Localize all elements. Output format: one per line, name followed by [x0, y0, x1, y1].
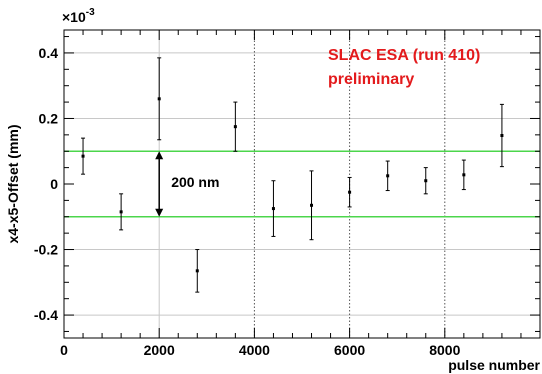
point-marker — [271, 207, 275, 211]
point-marker — [500, 134, 504, 138]
y-multiplier-base: ×10 — [62, 9, 86, 25]
point-marker — [119, 210, 123, 214]
data-point — [271, 180, 276, 237]
point-marker — [157, 97, 161, 101]
y-tick-label: -0.4 — [34, 307, 58, 323]
annotation-preliminary: preliminary — [328, 71, 414, 88]
y-tick-label: 0.4 — [39, 45, 59, 61]
data-point — [233, 101, 238, 152]
point-marker — [233, 125, 237, 129]
data-point — [81, 137, 86, 175]
point-marker — [348, 190, 352, 194]
data-point — [195, 249, 200, 293]
x-tick-label: 2000 — [144, 342, 175, 358]
data-point — [119, 193, 124, 231]
plot-frame — [63, 29, 541, 339]
data-point — [347, 176, 352, 208]
point-marker — [386, 174, 390, 178]
y-tick-label: 0.2 — [39, 110, 59, 126]
point-marker — [462, 173, 466, 177]
data-point — [385, 160, 390, 192]
range-arrow — [155, 151, 164, 217]
data-point — [423, 167, 428, 195]
x-axis-title: pulse number — [448, 357, 540, 373]
arrow-head-up — [155, 151, 164, 160]
point-marker — [81, 154, 85, 158]
data-point — [461, 159, 466, 191]
range-arrow-label: 200 nm — [171, 174, 219, 190]
y-multiplier-exponent: -3 — [86, 7, 95, 18]
x-tick-label: 6000 — [334, 342, 365, 358]
point-marker — [195, 269, 199, 273]
data-point — [499, 103, 504, 168]
y-axis-title: x4-x5-Offset (mm) — [5, 124, 21, 243]
x-tick-label: 0 — [60, 342, 68, 358]
y-axis-multiplier: ×10-3 — [62, 7, 95, 25]
data-point — [157, 57, 162, 141]
y-tick-label: 0 — [50, 176, 58, 192]
data-points — [81, 57, 504, 293]
x-tick-label: 8000 — [429, 342, 460, 358]
data-point — [309, 170, 314, 241]
arrow-head-down — [155, 208, 164, 217]
reference-lines — [64, 150, 540, 218]
y-tick-label: -0.2 — [34, 242, 58, 258]
point-marker — [310, 203, 314, 207]
x-tick-label: 4000 — [239, 342, 270, 358]
axis-ticks: -0.4 -0.2 0 0.2 0.4 0 2000 4000 6000 8000 — [34, 30, 541, 358]
point-marker — [424, 179, 428, 183]
grid-lines — [64, 30, 540, 338]
annotation-experiment: SLAC ESA (run 410) — [328, 47, 480, 64]
